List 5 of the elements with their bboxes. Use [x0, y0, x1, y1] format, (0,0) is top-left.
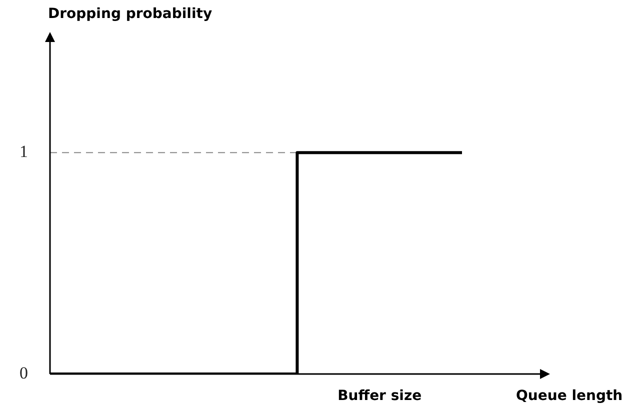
y-tick-label: 1 — [20, 142, 28, 162]
x-axis-title: Queue length — [516, 388, 623, 404]
y-axis-title: Dropping probability — [48, 6, 212, 22]
y-tick-label: 0 — [20, 363, 28, 382]
x-tick-label: Buffer size — [338, 388, 422, 404]
